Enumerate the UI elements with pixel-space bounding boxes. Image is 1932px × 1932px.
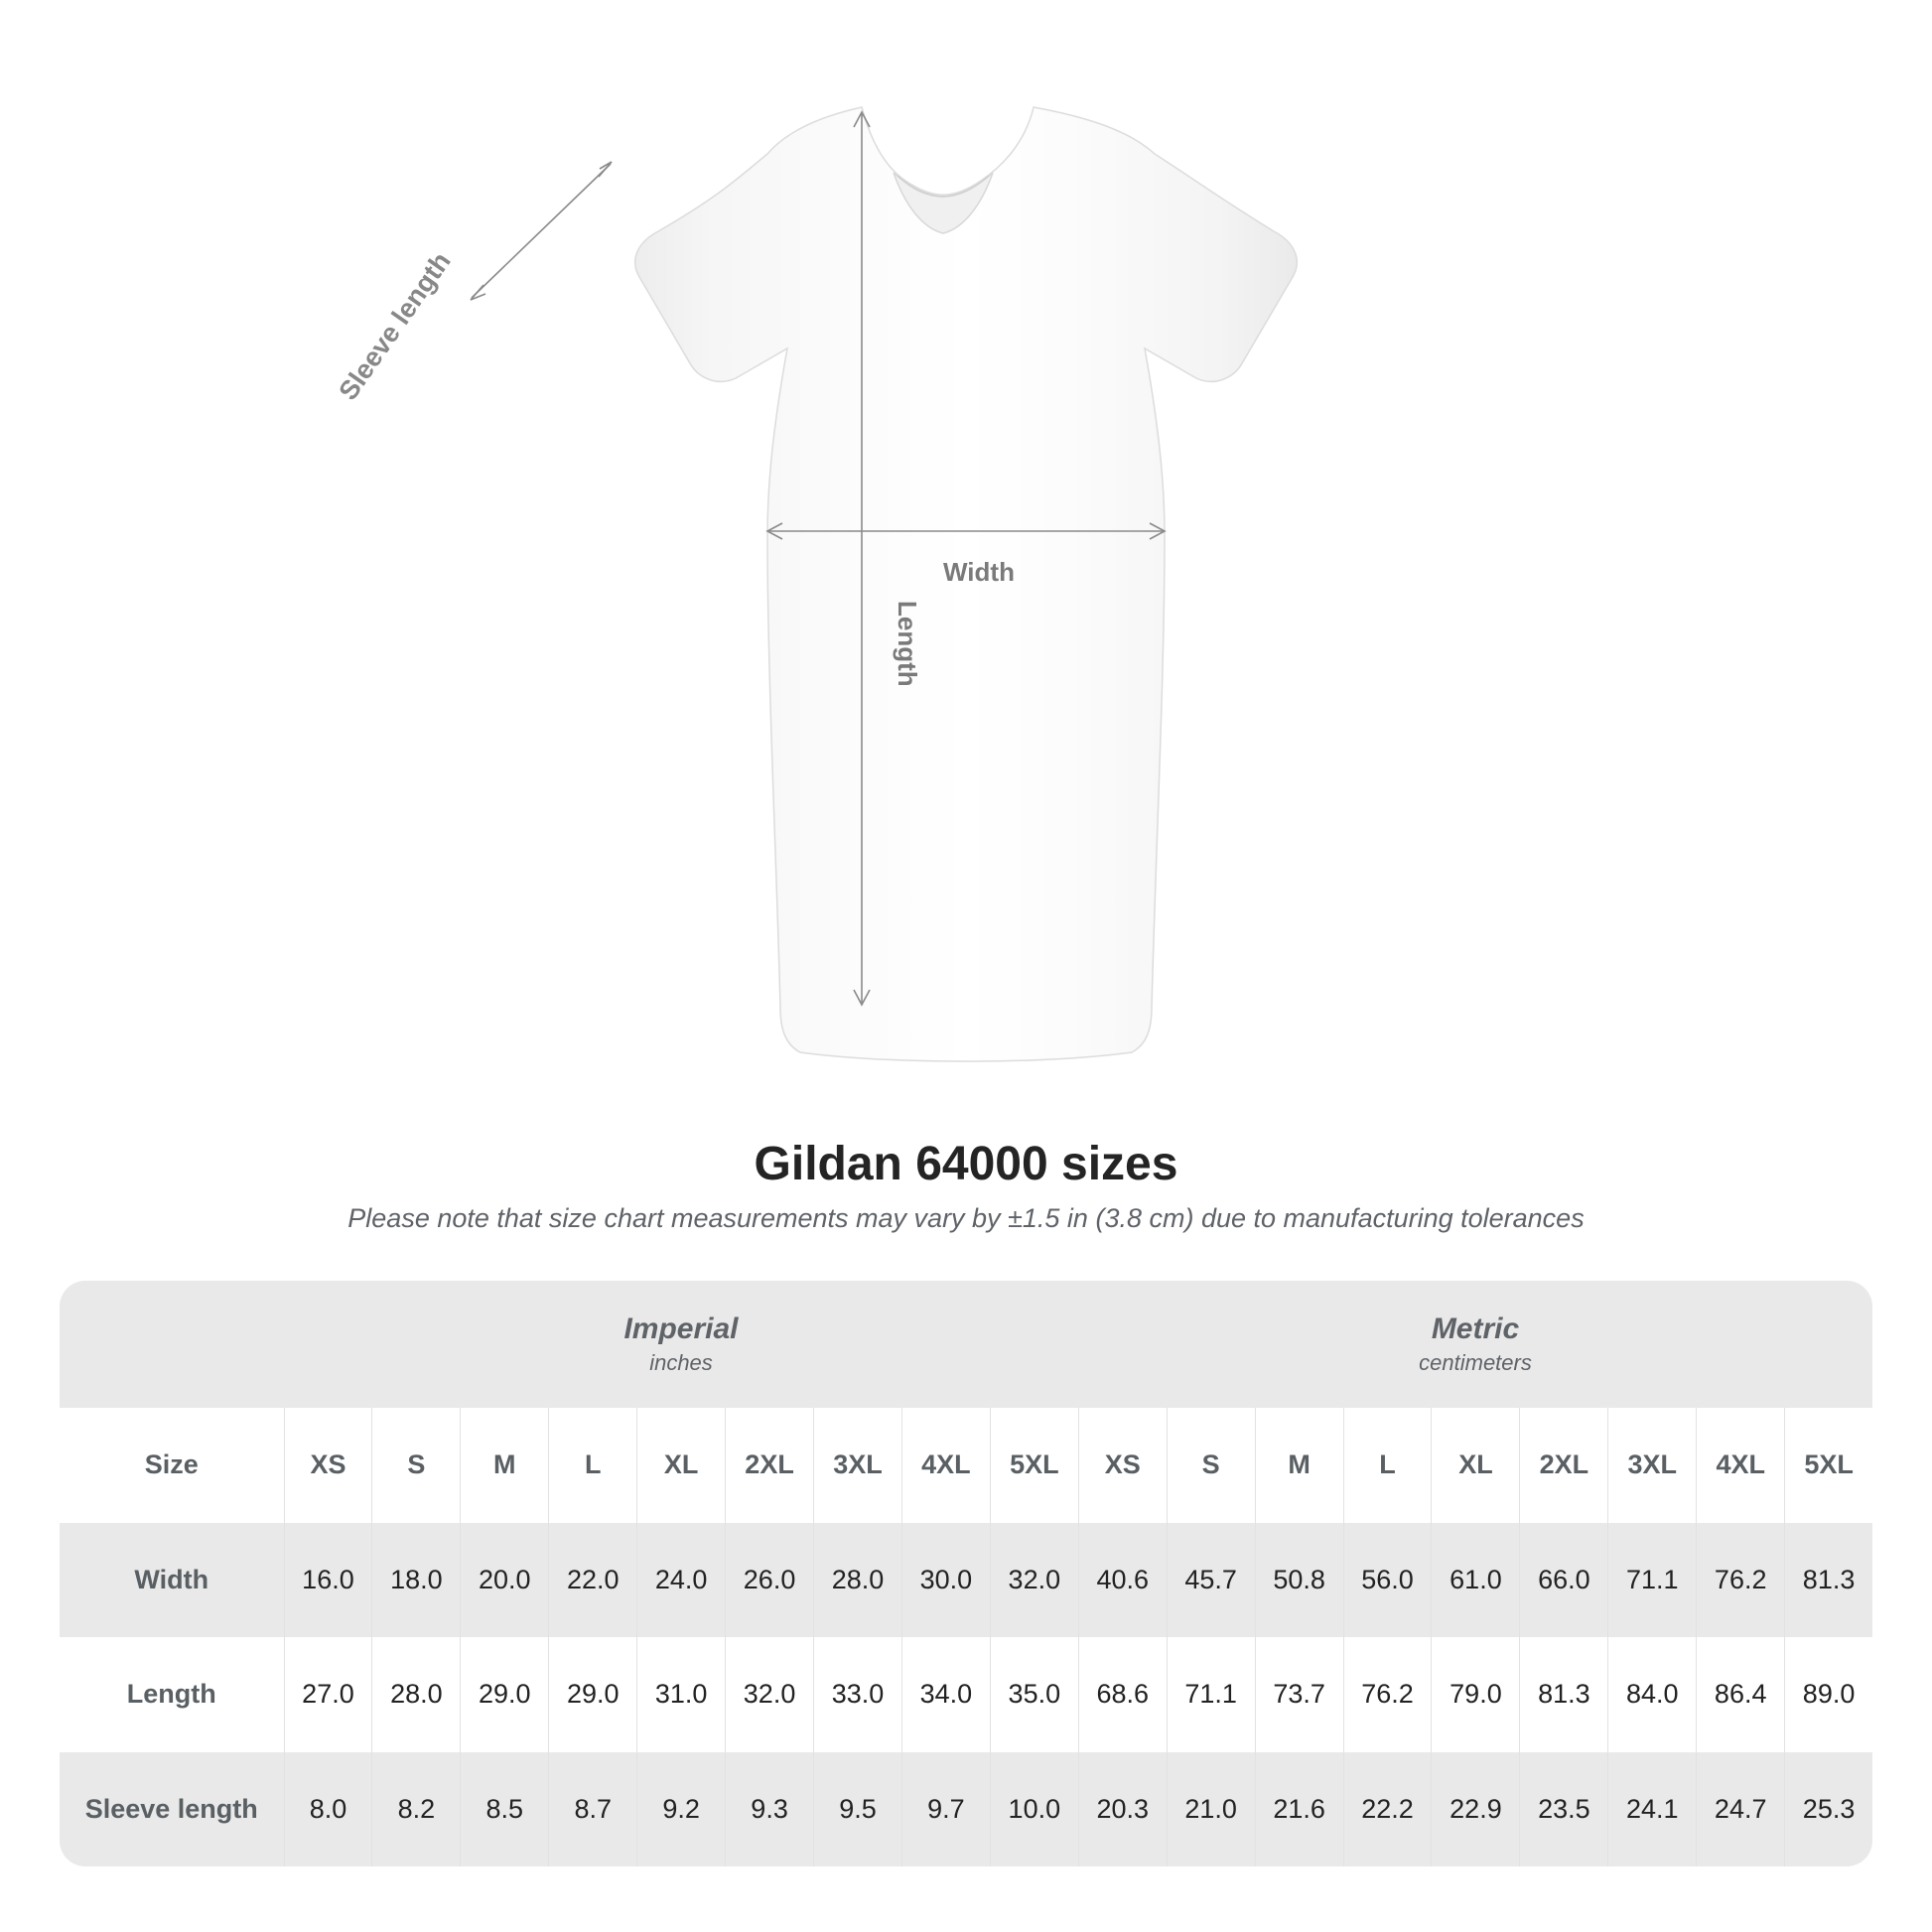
svg-text:Width: Width [943,557,1015,587]
svg-text:Length: Length [893,601,922,687]
svg-text:Sleeve length: Sleeve length [333,247,456,406]
